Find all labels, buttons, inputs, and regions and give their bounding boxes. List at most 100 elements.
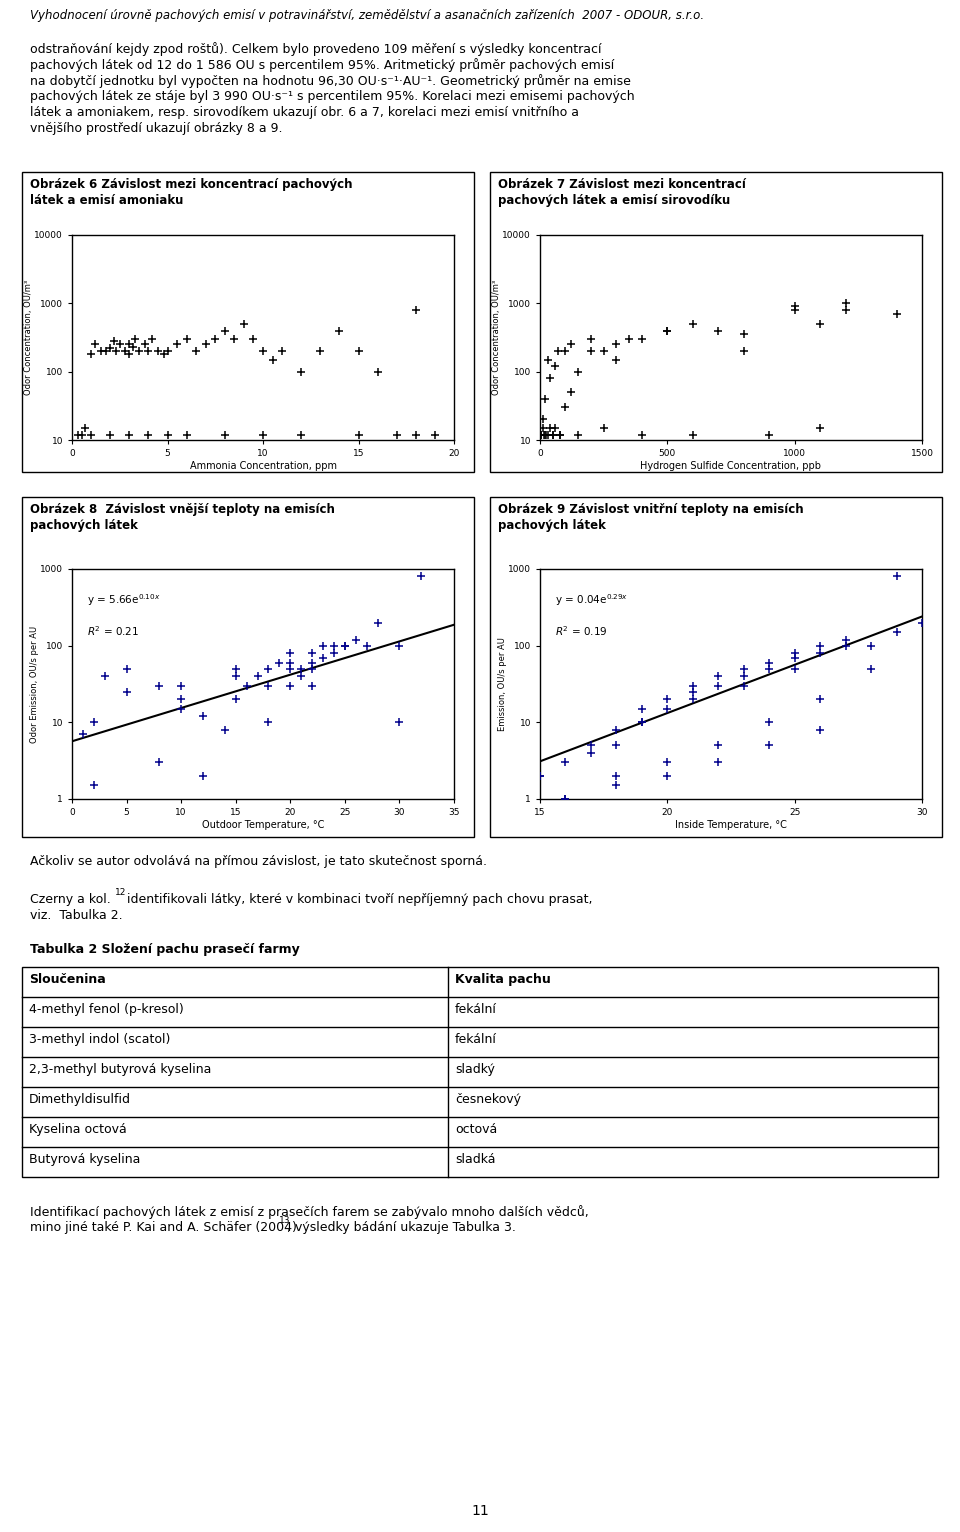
Point [282,657,298,682]
Point [74,423,89,447]
Text: viz.  Tabulka 2.: viz. Tabulka 2. [30,908,123,922]
Point [812,633,828,657]
X-axis label: Ammonia Concentration, ppm: Ammonia Concentration, ppm [189,461,337,470]
Point [326,640,342,665]
Point [389,423,404,447]
Point [427,423,443,447]
Point [538,423,553,447]
Bar [490,496,942,836]
Point [570,423,586,447]
Point [596,339,612,363]
Point [152,751,167,775]
Point [118,339,133,363]
Point [414,564,429,588]
Point [609,774,624,798]
Point [304,657,320,682]
Point [685,674,701,699]
Point [660,763,675,787]
Point [812,640,828,665]
Point [558,787,573,812]
Text: pachových látek od 12 do 1 586 OU s percentilem 95%. Aritmetický průměr pachovýc: pachových látek od 12 do 1 586 OU s perc… [30,58,614,72]
Text: Kvalita pachu: Kvalita pachu [455,973,551,987]
Point [736,657,752,682]
Point [584,339,599,363]
Point [660,686,675,711]
Point [119,680,134,705]
Point [99,339,114,363]
Text: $R^2$ = 0.21: $R^2$ = 0.21 [87,624,139,637]
Point [563,380,578,404]
Point [685,686,701,711]
Text: fekální: fekální [455,1003,497,1016]
Point [538,386,553,411]
Point [228,686,244,711]
Point [609,763,624,787]
Point [337,633,352,657]
Text: 2,3-methyl butyrová kyselina: 2,3-methyl butyrová kyselina [29,1063,211,1075]
Point [812,415,828,440]
Text: pachových látek ze stáje byl 3 990 OU·s⁻¹ s percentilem 95%. Korelaci mezi emise: pachových látek ze stáje byl 3 990 OU·s⁻… [30,90,635,103]
Text: Dimethyldisulfid: Dimethyldisulfid [29,1092,131,1106]
Point [685,311,701,336]
Point [635,709,650,734]
Point [87,332,103,357]
Point [558,751,573,775]
Point [812,717,828,741]
Y-axis label: Odor Concentration, OU/m³: Odor Concentration, OU/m³ [24,280,33,395]
Point [621,326,636,351]
Point [787,640,803,665]
Text: Vyhodnocení úrovně pachových emisí v potravinářství, zemědělství a asanačních za: Vyhodnocení úrovně pachových emisí v pot… [30,9,704,21]
Point [141,423,156,447]
Point [540,348,555,372]
X-axis label: Outdoor Temperature, °C: Outdoor Temperature, °C [202,820,324,830]
Text: pachových látek: pachových látek [498,519,606,532]
Point [370,610,385,634]
Text: Obrázek 9 Závislost vnitřní teploty na emisích: Obrázek 9 Závislost vnitřní teploty na e… [498,502,804,516]
Point [84,342,99,366]
Point [315,645,330,669]
Point [332,319,348,343]
Point [86,774,102,798]
Point [70,423,85,447]
Text: identifikovali látky, které v kombinaci tvoří nepříjemný pach chovu prasat,: identifikovali látky, které v kombinaci … [123,893,592,905]
Text: Sloučenina: Sloučenina [29,973,106,987]
Point [609,348,624,372]
Text: sladká: sladká [455,1154,495,1166]
Point [534,423,549,447]
Point [635,709,650,734]
Point [294,663,309,688]
Point [838,633,853,657]
Point [914,610,929,634]
Point [188,339,204,363]
Point [217,717,232,741]
Point [141,339,156,363]
Text: Obrázek 6 Závislost mezi koncentrací pachových: Obrázek 6 Závislost mezi koncentrací pac… [30,178,352,192]
Point [272,651,287,676]
Point [563,332,578,357]
Text: pachových látek a emisí sirovodíku: pachových látek a emisí sirovodíku [498,195,731,207]
Text: octová: octová [455,1123,497,1137]
Point [889,564,904,588]
Point [103,423,118,447]
Point [685,423,701,447]
Point [126,334,141,358]
Point [392,633,407,657]
Point [282,674,298,699]
Point [174,686,189,711]
Text: y = 0.04e$^{0.29x}$: y = 0.04e$^{0.29x}$ [555,591,628,608]
Point [545,423,561,447]
Point [534,423,549,447]
Point [75,722,90,746]
Point [239,674,254,699]
Point [812,311,828,336]
Point [145,326,160,351]
Point [350,423,366,447]
Bar [22,496,474,836]
Point [169,332,184,357]
Point [122,423,137,447]
Point [660,751,675,775]
Point [93,339,108,363]
Point [584,740,599,764]
Point [812,686,828,711]
Point [255,339,271,363]
